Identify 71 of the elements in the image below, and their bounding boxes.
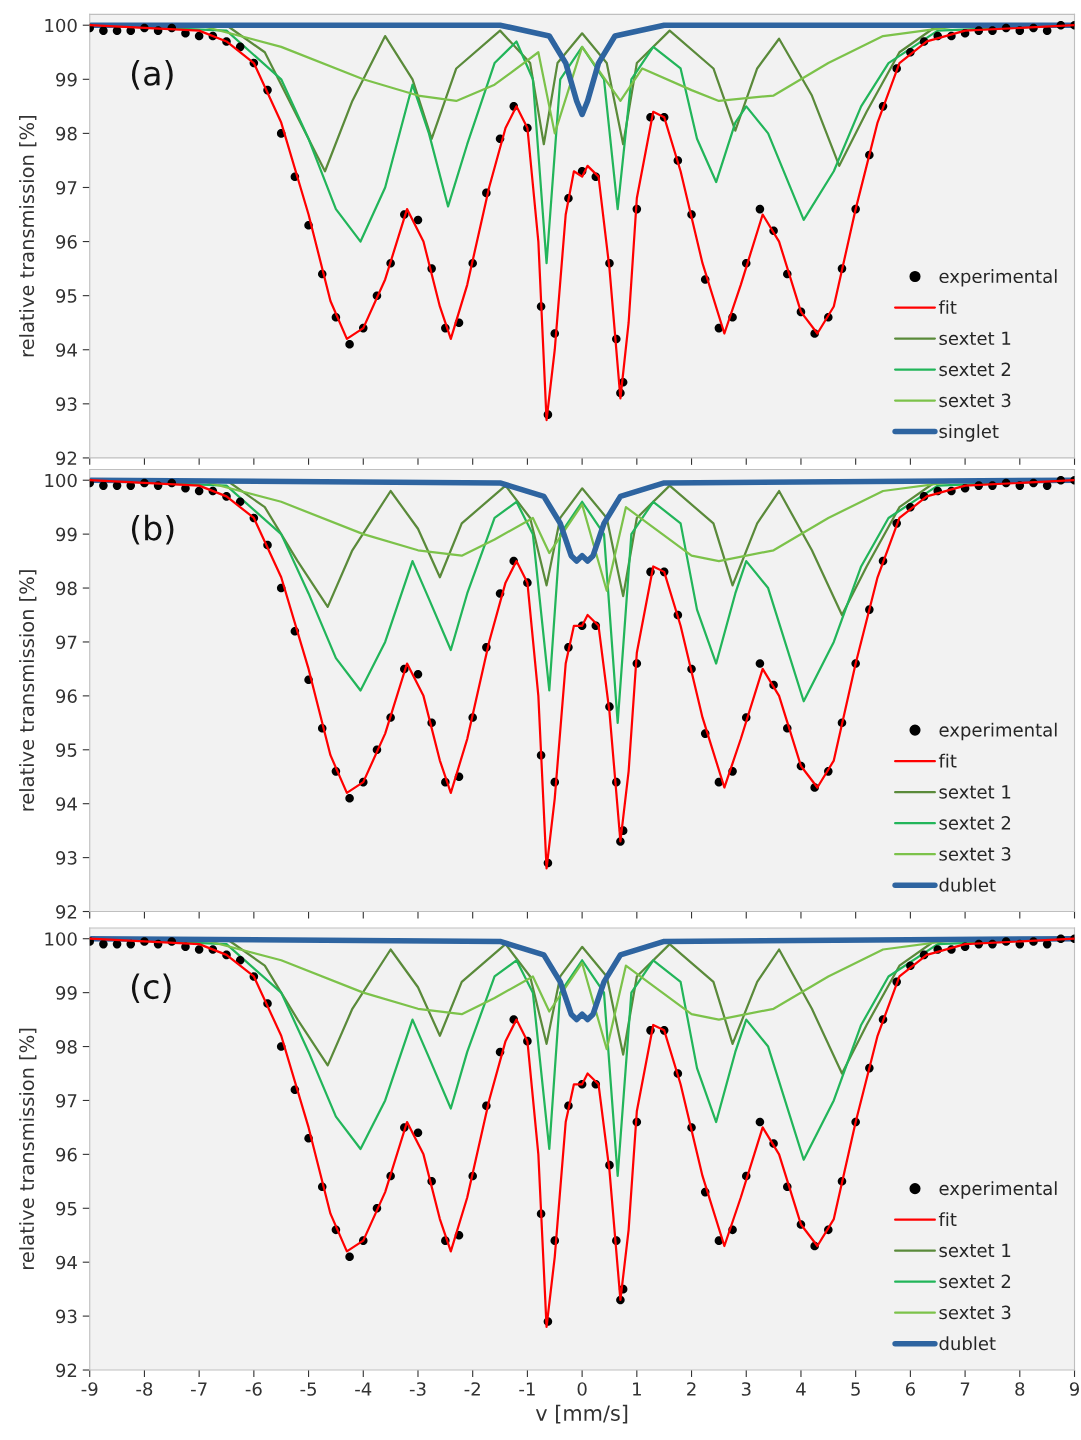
x-tick-label: 3 <box>741 1382 751 1396</box>
x-tick-label: -6 <box>245 1382 262 1396</box>
legend-label: sextet 3 <box>939 847 1011 861</box>
legend-label: dublet <box>939 877 996 892</box>
x-tick-label: -7 <box>191 1382 207 1396</box>
legend-label: singlet <box>939 424 999 442</box>
y-axis-title: relative transmission [%] <box>19 116 37 357</box>
y-tick-label: 96 <box>56 689 77 703</box>
legend-label: dublet <box>939 1336 996 1351</box>
y-tick-label: 92 <box>56 904 77 919</box>
legend-label: sextet 2 <box>939 1274 1011 1289</box>
legend-label: sextet 3 <box>939 1305 1011 1320</box>
x-tick-label: -3 <box>409 1382 426 1396</box>
x-tick-label: 1 <box>633 1382 641 1396</box>
y-tick-label: 98 <box>56 126 77 141</box>
y-tick-label: 100 <box>45 18 77 33</box>
legend-label: sextet 3 <box>939 393 1011 408</box>
y-tick-label: 99 <box>56 986 77 1000</box>
legend-label: sextet 2 <box>939 816 1011 830</box>
legend-label: sextet 1 <box>939 785 1011 799</box>
y-tick-label: 97 <box>56 635 77 650</box>
y-tick-label: 99 <box>56 527 77 542</box>
legend-label: fit <box>938 753 957 768</box>
annotation: (b) <box>131 514 174 545</box>
x-tick-label: -2 <box>464 1382 480 1396</box>
legend-label: sextet 1 <box>939 1243 1011 1258</box>
x-tick-label: 0 <box>577 1382 587 1396</box>
legend-label: fit <box>938 300 957 314</box>
y-tick-label: 97 <box>56 180 77 195</box>
annotation: (c) <box>131 973 171 1004</box>
y-tick-label: 93 <box>56 1309 77 1324</box>
legend-label: fit <box>938 1212 957 1226</box>
x-tick-label: -5 <box>300 1382 316 1396</box>
y-tick-label: 92 <box>56 451 77 466</box>
x-tick-label: 2 <box>687 1382 696 1396</box>
legend-label: sextet 2 <box>939 362 1011 377</box>
x-tick-label: -4 <box>355 1382 372 1396</box>
y-tick-label: 95 <box>56 1201 77 1216</box>
x-tick-label: 5 <box>851 1382 860 1396</box>
y-tick-label: 93 <box>56 397 77 411</box>
y-tick-label: 92 <box>56 1363 77 1378</box>
y-tick-label: 97 <box>56 1093 77 1108</box>
x-tick-label: -1 <box>519 1382 535 1396</box>
legend-label: experimental <box>939 1181 1057 1199</box>
legend-label: experimental <box>939 269 1057 287</box>
legend-label: sextet 1 <box>939 331 1011 346</box>
x-tick-label: 4 <box>796 1382 806 1396</box>
y-tick-label: 98 <box>56 1040 77 1054</box>
y-tick-label: 100 <box>45 473 77 488</box>
legend-label: experimental <box>939 722 1057 741</box>
y-tick-label: 93 <box>56 851 77 865</box>
x-tick-label: -9 <box>81 1382 98 1396</box>
y-tick-label: 96 <box>56 1147 77 1162</box>
y-axis-title: relative transmission [%] <box>19 1028 37 1269</box>
x-tick-label: -8 <box>136 1382 153 1396</box>
y-tick-label: 98 <box>56 581 77 596</box>
y-tick-label: 94 <box>56 343 77 357</box>
x-axis-title: v [mm/s] <box>535 1404 628 1424</box>
y-tick-label: 100 <box>45 932 77 946</box>
y-tick-label: 99 <box>56 72 77 87</box>
y-tick-label: 94 <box>56 1255 77 1270</box>
x-tick-label: 6 <box>905 1382 915 1396</box>
x-tick-label: 8 <box>1015 1382 1025 1396</box>
y-tick-label: 96 <box>56 235 77 249</box>
x-tick-label: 7 <box>960 1382 970 1396</box>
y-tick-label: 95 <box>56 289 77 303</box>
y-tick-label: 95 <box>56 743 77 757</box>
y-tick-label: 94 <box>56 797 77 811</box>
annotation: (a) <box>131 60 173 90</box>
y-axis-title: relative transmission [%] <box>19 570 37 811</box>
x-tick-label: 9 <box>1069 1382 1079 1396</box>
